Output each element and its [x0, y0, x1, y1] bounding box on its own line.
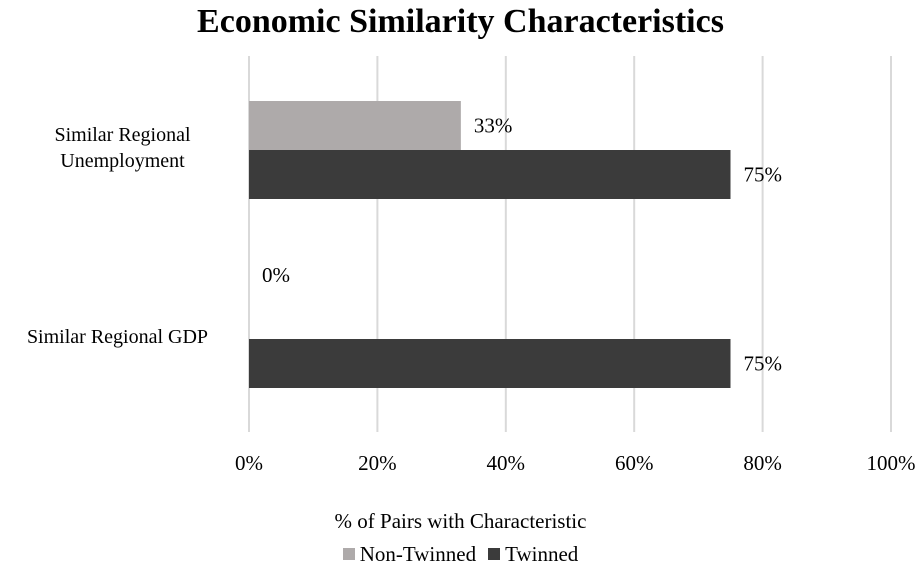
data-label: 75%: [744, 352, 783, 376]
category-label-gdp: Similar Regional GDP: [0, 324, 235, 350]
legend-label-non-twinned: Non-Twinned: [359, 542, 477, 566]
x-tick-label: 20%: [358, 451, 397, 475]
category-label-line: Unemployment: [60, 150, 185, 172]
category-label-line: Similar Regional: [54, 124, 191, 146]
legend: Non-Twinned Twinned: [0, 541, 921, 567]
legend-swatch-non-twinned: [342, 548, 355, 560]
x-tick-label: 0%: [235, 451, 263, 475]
x-axis-title: % of Pairs with Characteristic: [334, 509, 587, 533]
x-tick-label: 40%: [487, 451, 526, 475]
x-tick-label: 80%: [743, 451, 782, 475]
data-label: 75%: [744, 163, 783, 187]
category-label-line: Similar Regional GDP: [26, 326, 209, 348]
data-label: 33%: [474, 114, 513, 138]
bar-non-twinned: [249, 101, 461, 150]
bar-twinned: [249, 150, 731, 199]
data-label: 0%: [262, 263, 290, 287]
legend-label-twinned: Twinned: [505, 542, 579, 566]
bar-twinned: [249, 339, 731, 388]
legend-item-non-twinned: Non-Twinned: [342, 541, 477, 567]
x-tick-label: 100%: [867, 451, 916, 475]
legend-swatch-twinned: [488, 548, 501, 560]
chart-title: Economic Similarity Characteristics: [197, 3, 724, 40]
x-tick-label: 60%: [615, 451, 654, 475]
legend-item-twinned: Twinned: [488, 541, 578, 567]
category-label-unemployment: Similar Regional Unemployment: [10, 122, 235, 174]
